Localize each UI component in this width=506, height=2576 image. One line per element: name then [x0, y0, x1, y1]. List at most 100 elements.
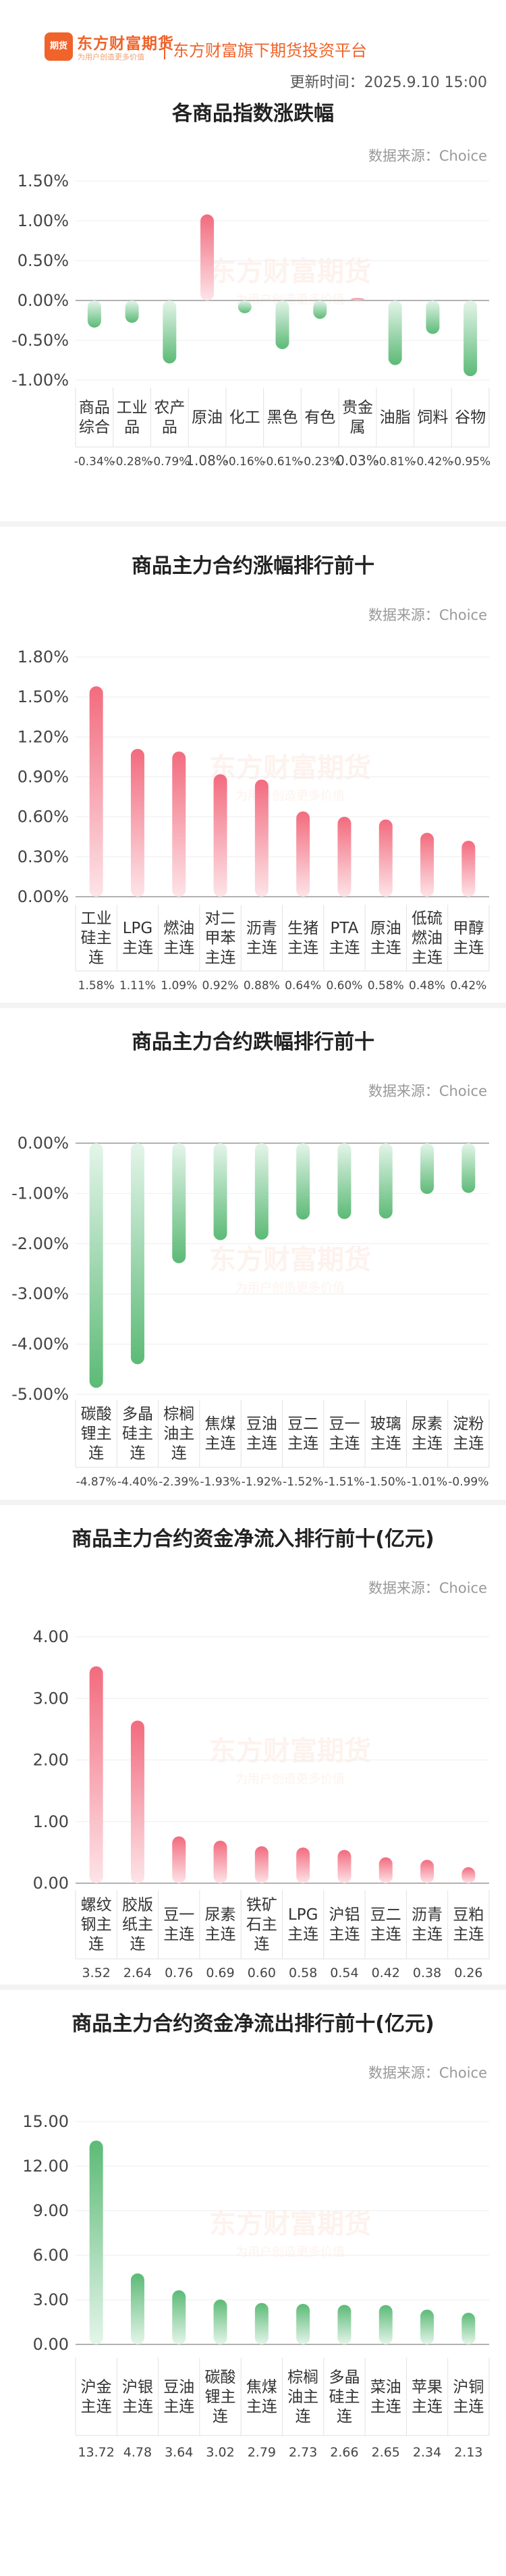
value-label: -1.01%: [407, 1475, 447, 1489]
bar: [461, 1143, 476, 1193]
value-label: -0.81%: [375, 455, 416, 469]
bar: [89, 686, 103, 897]
brand-slogan: 为用户创造更多价值: [78, 53, 144, 61]
bar: [130, 1720, 144, 1883]
bar: [254, 1143, 269, 1240]
y-tick-label: 1.80%: [18, 648, 69, 666]
x-category-label: 沪银主连: [122, 2379, 153, 2416]
value-label: -0.79%: [149, 455, 190, 469]
section-divider: [0, 521, 506, 527]
x-category-label: 苹果主连: [412, 2379, 443, 2416]
y-tick-label: 1.00%: [18, 211, 69, 230]
bar: [420, 1860, 434, 1883]
x-category-label: 饲料: [417, 409, 448, 427]
value-label: 3.02: [206, 2445, 234, 2460]
y-tick-label: 1.50%: [18, 172, 69, 190]
chart-title: 各商品指数涨跌幅: [171, 102, 334, 126]
x-category-label: 尿素主连: [412, 1415, 443, 1452]
x-category-label: 商品综合: [79, 399, 110, 436]
chart-title: 商品主力合约资金净流入排行前十(亿元): [72, 1527, 434, 1551]
y-tick-label: 0.90%: [18, 768, 69, 787]
y-tick-label: 0.30%: [18, 847, 69, 866]
x-category-label: 豆油主连: [163, 2379, 194, 2416]
y-tick-label: 1.00: [33, 1812, 69, 1831]
bar: [237, 300, 252, 313]
y-tick-label: 0.60%: [18, 808, 69, 826]
brand-logo-icon: 期货: [45, 32, 73, 61]
bar: [378, 1857, 393, 1883]
y-tick-label: -2.00%: [11, 1234, 69, 1253]
bar: [378, 1143, 393, 1219]
x-category-label: 沥青主连: [412, 1906, 443, 1943]
x-category-label: PTA 主连: [329, 920, 360, 957]
bar: [254, 1846, 269, 1883]
value-label: 2.34: [413, 2445, 441, 2460]
bar: [296, 2303, 310, 2344]
value-label: 2.66: [330, 2445, 358, 2460]
x-category-label: 多晶硅主连: [329, 2369, 360, 2425]
y-tick-label: 0.00%: [18, 291, 69, 310]
watermark-title: 东方财富期货: [209, 1736, 371, 1767]
logo-glyph: 期货: [49, 41, 67, 51]
value-label: 3.64: [165, 2445, 193, 2460]
x-category-label: 胶版纸主连: [122, 1897, 153, 1953]
value-label: -1.50%: [366, 1475, 406, 1489]
bar: [388, 300, 402, 365]
data-source-label: 数据来源：Choice: [368, 607, 487, 623]
value-label: -1.93%: [200, 1475, 240, 1489]
x-category-label: 甲醇主连: [453, 920, 484, 957]
x-category-label: 淀粉主连: [453, 1415, 484, 1452]
x-category-label: 棕榈油主连: [287, 2369, 318, 2425]
watermark-title: 东方财富期货: [209, 257, 371, 288]
x-category-label: 沪金主连: [81, 2379, 112, 2416]
bar: [213, 1143, 227, 1240]
value-label: 0.92%: [202, 979, 239, 993]
bar: [337, 816, 352, 897]
bar: [89, 2140, 103, 2344]
bar: [213, 1841, 227, 1883]
y-tick-label: 6.00: [33, 2246, 69, 2265]
bar: [163, 300, 177, 364]
x-category-label: 工业硅主连: [81, 910, 112, 967]
bar: [172, 1836, 186, 1883]
chart-svg: 商品主力合约资金净流入排行前十(亿元) 数据来源：Choice 东方财富期货为用户创…: [33, 1527, 490, 1980]
y-tick-label: 3.00: [33, 1689, 69, 1708]
section-divider: [0, 1500, 506, 1505]
value-label: -1.52%: [283, 1475, 323, 1489]
x-category-label: 有色: [304, 409, 335, 427]
value-label: 0.42%: [450, 979, 486, 993]
brand-divider: [164, 35, 165, 59]
value-label: -1.51%: [324, 1475, 364, 1489]
bar: [420, 2309, 434, 2344]
data-source-label: 数据来源：Choice: [368, 148, 487, 164]
x-category-label: 多晶硅主连: [122, 1406, 153, 1463]
value-label: 1.11%: [119, 979, 156, 993]
platform-text: 东方财富旗下期货投资平台: [173, 41, 367, 60]
value-label: 2.65: [372, 2445, 400, 2460]
watermark-slogan: 为用户创造更多价值: [235, 1772, 345, 1787]
value-label: -0.61%: [262, 455, 302, 469]
data-source-label: 数据来源：Choice: [368, 1083, 487, 1099]
bar: [461, 2313, 476, 2344]
value-label: -1.92%: [242, 1475, 282, 1489]
x-category-label: LPG 主连: [287, 1906, 318, 1943]
watermark-slogan: 为用户创造更多价值: [235, 2245, 345, 2259]
chart-section: 商品主力合约涨幅排行前十 数据来源：Choice 东方财富期货 为用户创造更多价值 1.…: [0, 532, 506, 1008]
value-label: 0.60: [248, 1966, 276, 1980]
y-tick-label: 2.00: [33, 1751, 69, 1770]
bar: [420, 833, 434, 897]
value-label: 0.26: [454, 1966, 482, 1980]
watermark-title: 东方财富期货: [209, 753, 371, 784]
x-category-label: LPG 主连: [122, 920, 153, 957]
x-category-label: 生猪主连: [287, 920, 318, 957]
y-tick-label: 0.50%: [18, 251, 69, 270]
x-category-label: 黑色: [267, 409, 298, 427]
value-label: -0.99%: [448, 1475, 488, 1489]
value-label: -0.23%: [300, 455, 340, 469]
x-category-label: 豆粕主连: [453, 1906, 484, 1943]
